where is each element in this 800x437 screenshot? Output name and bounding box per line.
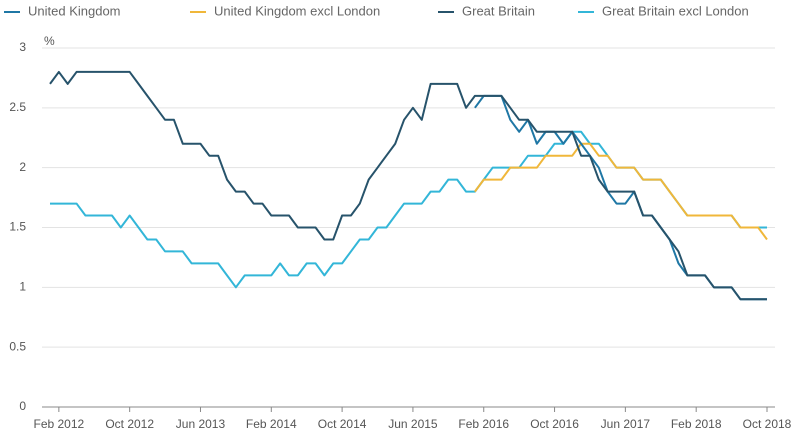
x-tick-label: Feb 2012 — [33, 417, 84, 431]
x-tick-label: Oct 2018 — [743, 417, 792, 431]
x-tick-label: Feb 2016 — [458, 417, 509, 431]
x-tick-label: Jun 2013 — [176, 417, 226, 431]
x-tick-label: Oct 2016 — [530, 417, 579, 431]
y-tick-label: 0 — [19, 399, 26, 413]
y-tick-label: 1.5 — [9, 220, 26, 234]
series-line — [50, 130, 767, 289]
y-tick-label: 2.5 — [9, 100, 26, 114]
x-tick-label: Oct 2014 — [318, 417, 367, 431]
y-tick-label: 2 — [19, 160, 26, 174]
x-tick-label: Jun 2017 — [601, 417, 651, 431]
y-tick-label: 1 — [19, 280, 26, 294]
legend: United Kingdom United Kingdom excl London… — [4, 3, 749, 18]
y-axis-label: % — [44, 34, 55, 48]
x-tick-label: Feb 2018 — [671, 417, 722, 431]
y-tick-label: 0.5 — [9, 339, 26, 353]
series-line — [49, 70, 767, 301]
legend-label: United Kingdom — [28, 3, 121, 18]
x-tick-label: Jun 2015 — [388, 417, 438, 431]
series-line — [474, 142, 768, 241]
series-line — [474, 94, 767, 301]
legend-label: United Kingdom excl London — [214, 3, 380, 18]
x-tick-label: Feb 2014 — [246, 417, 297, 431]
legend-label: Great Britain — [462, 3, 535, 18]
y-tick-label: 3 — [19, 40, 26, 54]
x-tick-label: Oct 2012 — [105, 417, 154, 431]
legend-label: Great Britain excl London — [602, 3, 749, 18]
